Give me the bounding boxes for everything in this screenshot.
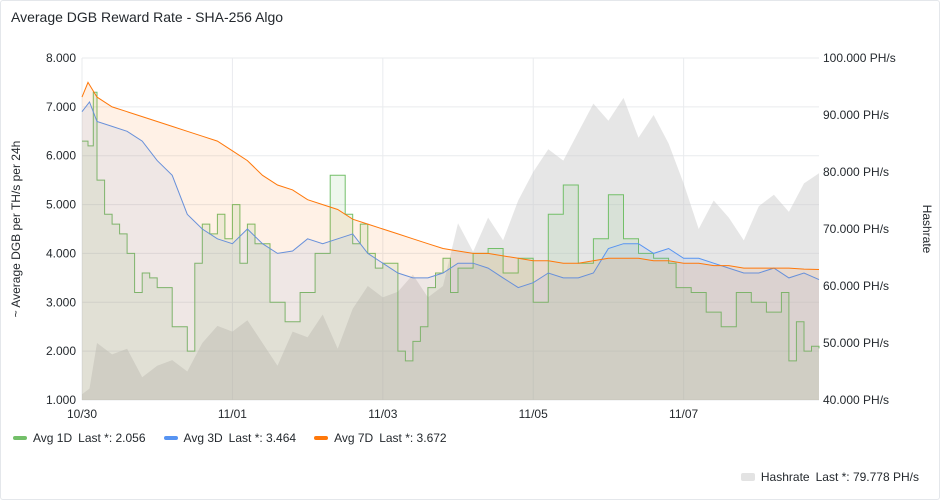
legend: Avg 1D Last *: 2.056 Avg 3D Last *: 3.46… xyxy=(13,431,447,445)
legend-swatch-avg-1d xyxy=(13,436,27,440)
y2-tick-label: 100.000 PH/s xyxy=(823,51,896,65)
series-line-avg-7d xyxy=(81,81,820,270)
x-tick-label: 11/01 xyxy=(218,407,247,421)
series-line-avg-1d xyxy=(82,91,820,362)
x-tick-label: 11/07 xyxy=(669,407,698,421)
x-tick-label: 11/03 xyxy=(368,407,397,421)
legend-label-avg-7d: Avg 7D xyxy=(334,431,374,445)
y-tick-label: 2.000 xyxy=(46,344,76,358)
y2-tick-label: 70.000 PH/s xyxy=(823,222,889,236)
x-tick-label: 10/30 xyxy=(67,407,97,421)
y-axis-label: ~ Average DGB per TH/s per 24h xyxy=(9,141,23,318)
legend-item-hashrate[interactable]: Hashrate Last *: 79.778 PH/s xyxy=(740,470,919,484)
legend-item-avg-3d[interactable]: Avg 3D Last *: 3.464 xyxy=(163,431,297,445)
y2-tick-label: 60.000 PH/s xyxy=(823,279,889,293)
y-tick-label: 6.000 xyxy=(46,149,76,163)
x-tick-label: 11/05 xyxy=(519,407,548,421)
legend-label-avg-1d: Avg 1D xyxy=(33,431,73,445)
series-area-hashrate xyxy=(82,97,819,401)
legend-swatch-avg-3d xyxy=(163,436,178,440)
series-line-avg-3d xyxy=(81,100,820,289)
panel-title: Average DGB Reward Rate - SHA-256 Algo xyxy=(11,9,284,25)
y-tick-label: 1.000 xyxy=(46,393,76,407)
legend-last-hashrate: Last *: 79.778 PH/s xyxy=(815,470,919,484)
series-area-avg-3d xyxy=(82,102,819,400)
y-tick-label: 5.000 xyxy=(46,198,76,212)
y2-tick-label: 80.000 PH/s xyxy=(823,165,889,179)
legend-last-avg-1d: Last *: 2.056 xyxy=(78,431,146,445)
y-tick-label: 8.000 xyxy=(46,51,76,65)
legend-label-hashrate: Hashrate xyxy=(760,470,810,484)
y-tick-label: 7.000 xyxy=(46,100,76,114)
legend-swatch-hashrate xyxy=(740,473,755,481)
series-area-avg-1d xyxy=(82,92,819,400)
legend-label-avg-3d: Avg 3D xyxy=(183,431,223,445)
chart-svg: 1.000 2.000 3.000 4.000 5.000 6.000 7.000 8.000… xyxy=(9,51,934,421)
y-tick-label: 3.000 xyxy=(46,295,76,309)
legend-swatch-avg-7d xyxy=(314,436,329,440)
y-tick-label: 4.000 xyxy=(46,246,76,260)
series-area-avg-7d xyxy=(82,82,819,401)
y2-tick-label: 50.000 PH/s xyxy=(823,336,889,350)
legend-item-avg-7d[interactable]: Avg 7D Last *: 3.672 xyxy=(314,431,447,445)
y2-tick-label: 40.000 PH/s xyxy=(823,393,889,407)
legend-item-avg-1d[interactable]: Avg 1D Last *: 2.056 xyxy=(13,431,146,445)
legend-last-avg-7d: Last *: 3.672 xyxy=(379,431,447,445)
y2-tick-label: 90.000 PH/s xyxy=(823,108,889,122)
y2-axis-label: Hashrate xyxy=(920,205,934,254)
legend-last-avg-3d: Last *: 3.464 xyxy=(228,431,297,445)
